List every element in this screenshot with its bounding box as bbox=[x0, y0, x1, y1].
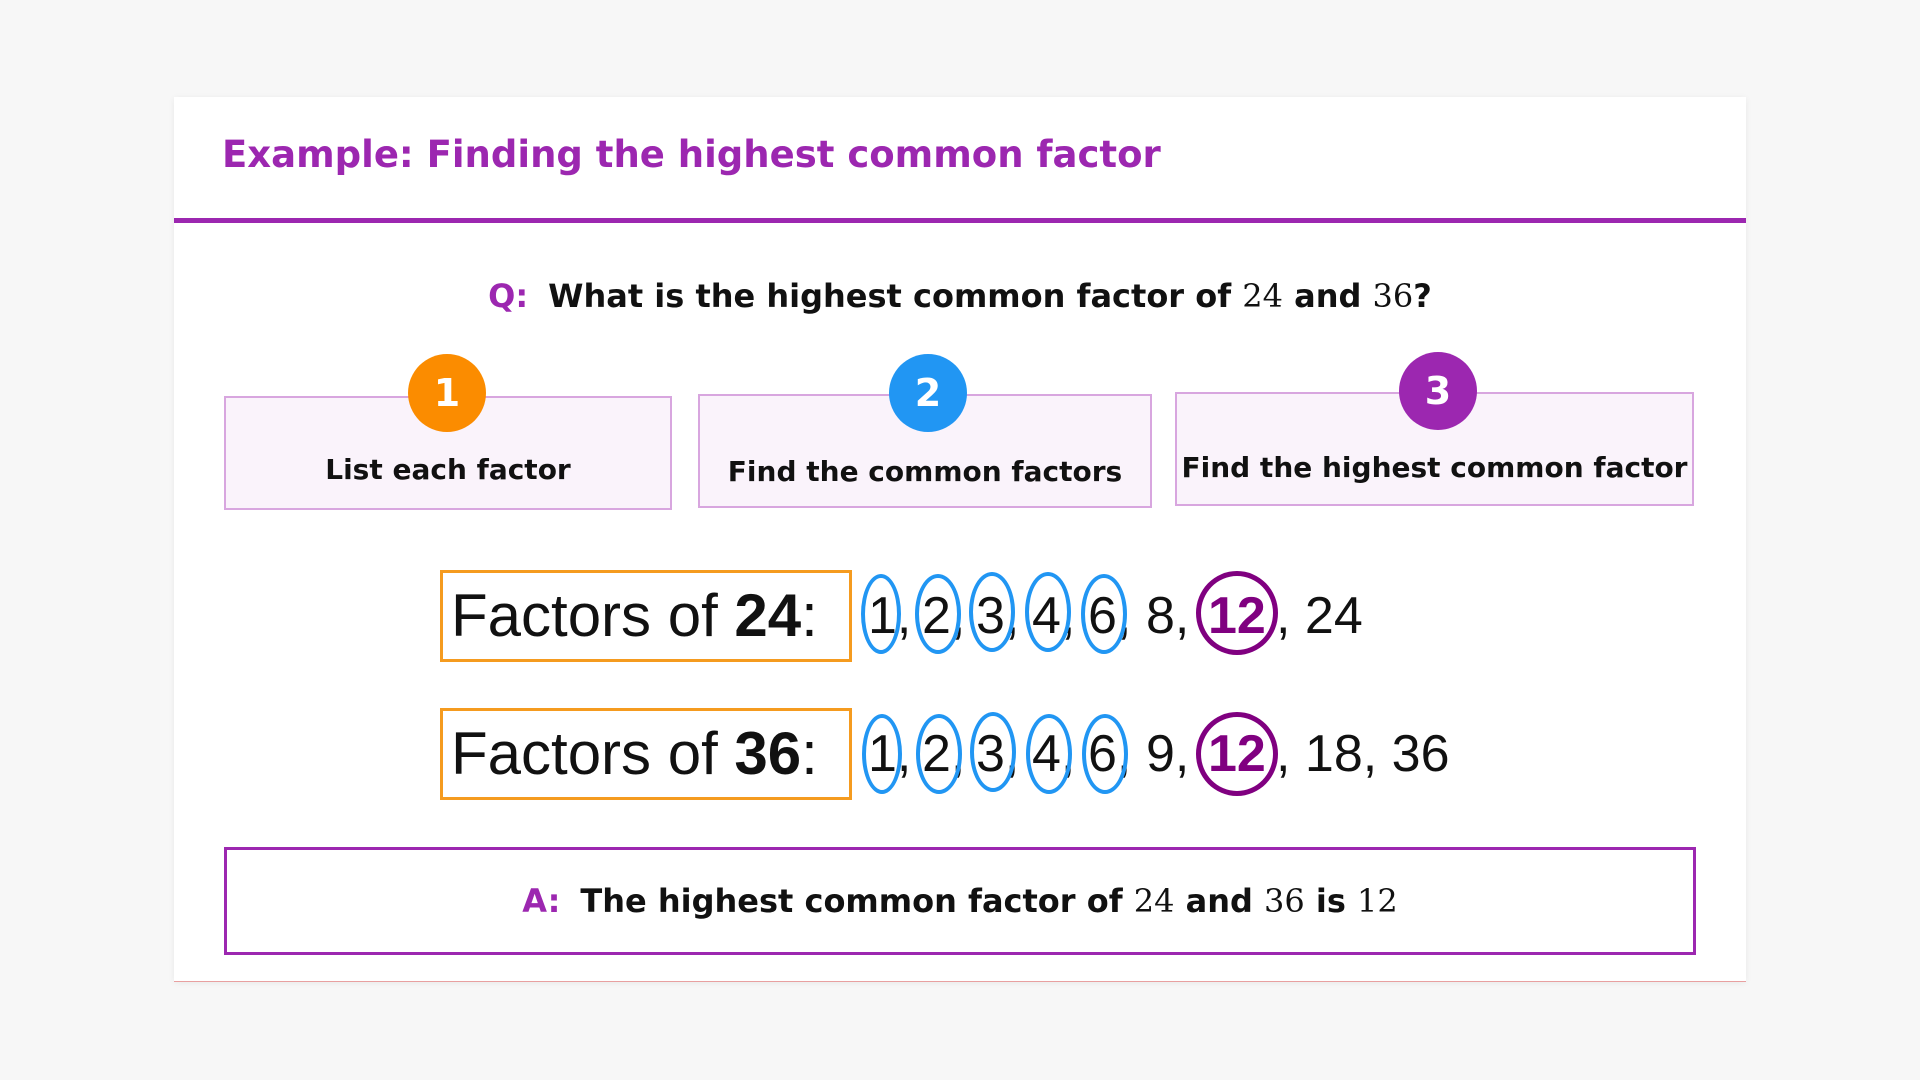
factor-24-item: , 24 bbox=[1276, 587, 1363, 645]
factor-label-box-36: Factors of 36: bbox=[440, 708, 852, 800]
answer-label: A: bbox=[522, 882, 561, 920]
question-number-a: 24 bbox=[1242, 277, 1283, 315]
hcf-ring bbox=[1196, 712, 1278, 796]
common-factor-ring bbox=[1082, 714, 1128, 794]
question: Q: What is the highest common factor of 2… bbox=[174, 277, 1746, 315]
step-1-label: List each factor bbox=[325, 453, 571, 486]
step-3-badge: 3 bbox=[1399, 352, 1477, 430]
factor-24-value: 24 bbox=[1304, 587, 1363, 645]
factor-36-item: , 18, 36 bbox=[1276, 725, 1450, 783]
factor-36-item: 9, bbox=[1146, 725, 1190, 783]
answer-number-b: 36 bbox=[1264, 882, 1305, 920]
step-2-badge: 2 bbox=[889, 354, 967, 432]
factor-24-value: 8 bbox=[1146, 587, 1175, 645]
common-factor-ring bbox=[970, 712, 1016, 792]
common-factor-ring bbox=[862, 714, 902, 794]
step-3-label: Find the highest common factor bbox=[1181, 451, 1688, 484]
question-and: and bbox=[1294, 277, 1362, 315]
hcf-ring bbox=[1196, 571, 1278, 655]
factor-number-24: 24 bbox=[734, 582, 802, 649]
question-label: Q: bbox=[488, 277, 529, 315]
question-mark: ? bbox=[1413, 277, 1432, 315]
factor-36-value: 36 bbox=[1391, 725, 1450, 783]
answer-number-a: 24 bbox=[1133, 882, 1175, 920]
factor-number-36: 36 bbox=[734, 720, 802, 787]
factor-label-24: Factors of 24: bbox=[451, 581, 818, 650]
page-title: Example: Finding the highest common fact… bbox=[222, 133, 1161, 176]
factor-prefix-36: Factors of bbox=[451, 720, 735, 787]
step-1-badge: 1 bbox=[408, 354, 486, 432]
factor-24-item: 8, bbox=[1146, 587, 1190, 645]
factor-row-24: Factors of 24: 1, 2, 3, 4, 6, 8, 12 , 24 bbox=[440, 570, 1440, 662]
answer-is: is bbox=[1315, 882, 1346, 920]
answer-box: A: The highest common factor of 24 and 36… bbox=[224, 847, 1696, 955]
example-card: Example: Finding the highest common fact… bbox=[174, 97, 1746, 982]
factor-label-36: Factors of 36: bbox=[451, 719, 818, 788]
common-factor-ring bbox=[861, 574, 901, 654]
common-factor-ring bbox=[1025, 572, 1071, 652]
step-3-box: Find the highest common factor bbox=[1175, 392, 1694, 506]
factor-36-value: 9 bbox=[1146, 725, 1175, 783]
common-factor-ring bbox=[1081, 574, 1127, 654]
common-factor-ring bbox=[1026, 714, 1072, 794]
factor-row-36: Factors of 36: 1, 2, 3, 4, 6, 9, 12 , 18… bbox=[440, 708, 1450, 800]
factor-colon-24: : bbox=[801, 582, 818, 649]
answer-text: The highest common factor of bbox=[580, 882, 1123, 920]
question-number-b: 36 bbox=[1372, 277, 1414, 315]
question-text: What is the highest common factor of bbox=[548, 277, 1232, 315]
card-header: Example: Finding the highest common fact… bbox=[174, 97, 1746, 223]
common-factor-ring bbox=[969, 572, 1015, 652]
step-2-label: Find the common factors bbox=[727, 455, 1123, 488]
factor-label-box-24: Factors of 24: bbox=[440, 570, 852, 662]
factor-prefix-24: Factors of bbox=[451, 582, 735, 649]
answer-result: 12 bbox=[1357, 882, 1398, 920]
factor-colon-36: : bbox=[801, 720, 818, 787]
factor-36-value: 18 bbox=[1304, 725, 1363, 783]
common-factor-ring bbox=[916, 714, 962, 794]
answer-and: and bbox=[1185, 882, 1253, 920]
common-factor-ring bbox=[915, 574, 961, 654]
